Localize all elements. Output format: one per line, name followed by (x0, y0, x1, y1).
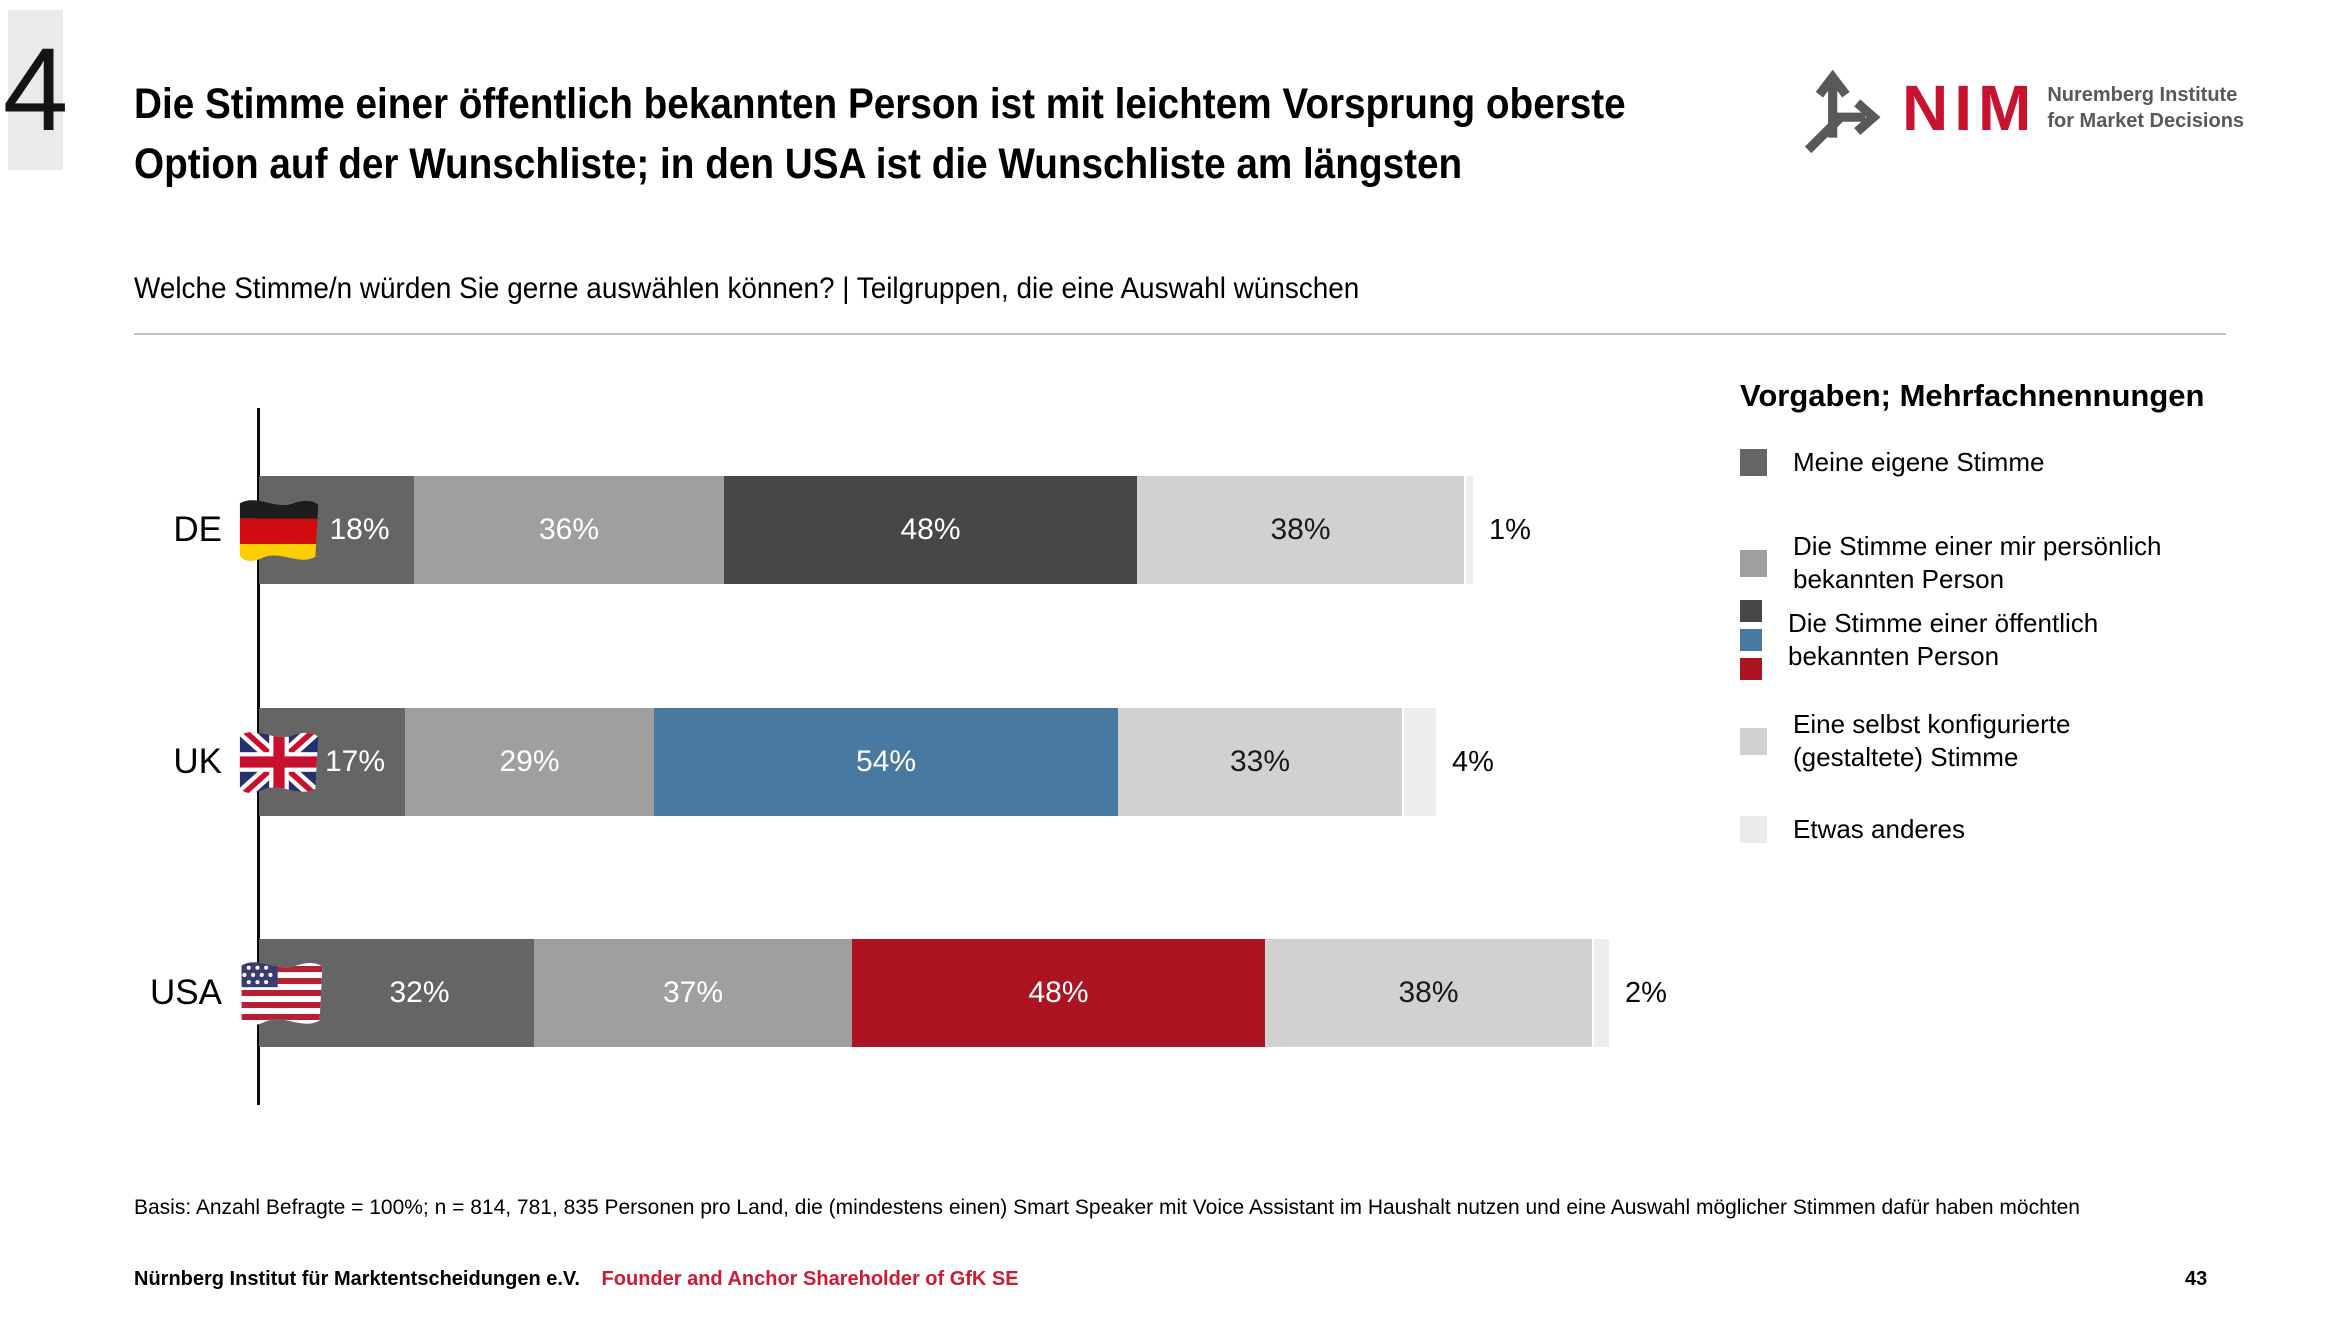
bar-segment: 48% (852, 939, 1265, 1047)
title-line-2: Option auf der Wunschliste; in den USA i… (134, 140, 1463, 188)
bar-row-usa: USA 32% 37% 48% 38% 2% (0, 939, 2338, 1047)
legend-swatch (1740, 600, 1762, 622)
bar-segment-label: 37% (662, 976, 724, 1009)
bar-segment: 38% (1137, 476, 1464, 584)
bar-segment-label: 17% (324, 745, 386, 778)
legend-item-label: Eine selbst konfigurierte (gestaltete) S… (1793, 709, 2071, 772)
stacked-bar-de: 18% 36% 48% 38% 1% (259, 476, 1531, 584)
bar-segment: 33% (1118, 708, 1402, 816)
legend-swatch (1740, 658, 1762, 680)
bar-segment-label: 18% (329, 513, 390, 546)
legend-item-label: Die Stimme einer mir persönlich bekannte… (1793, 531, 2162, 594)
bar-row-uk: UK 17% 29% 54% 33% 4% (0, 708, 2338, 816)
nim-arrows-icon (1804, 69, 1881, 154)
bar-segment-label: 32% (389, 976, 450, 1009)
nim-wordmark: NIM (1902, 72, 2038, 144)
nim-logo: NIM Nuremberg Institute for Market Decis… (1802, 62, 2244, 154)
bar-segment: 36% (414, 476, 724, 584)
bar-row-de: DE 18% 36% 48% 38% 1% (0, 476, 2338, 584)
legend-item: Die Stimme einer öffentlich bekannten Pe… (1740, 600, 2188, 680)
basis-footnote: Basis: Anzahl Befragte = 100%; n = 814, … (134, 1196, 2080, 1219)
usa-flag-icon (237, 954, 327, 1032)
uk-flag-icon (237, 724, 321, 800)
country-label-usa: USA (150, 973, 222, 1012)
bar-segment-label: 38% (1398, 976, 1459, 1009)
bar-segment (1402, 708, 1436, 816)
nim-tagline: Nuremberg Institute for Market Decisions (2047, 84, 2245, 132)
footer-shareholder-note: Founder and Anchor Shareholder of GfK SE (601, 1268, 1019, 1290)
header-divider (134, 333, 2226, 335)
legend-item: Eine selbst konfigurierte (gestaltete) S… (1740, 708, 2193, 774)
country-label-de: DE (173, 510, 222, 549)
footer-org-name: Nürnberg Institut für Marktentscheidunge… (134, 1268, 580, 1290)
legend-swatch (1740, 727, 1767, 755)
legend-swatch (1740, 549, 1767, 577)
footer: Nürnberg Institut für Marktentscheidunge… (134, 1268, 1019, 1291)
legend-item-label: Meine eigene Stimme (1793, 447, 2045, 477)
legend-title: Vorgaben; Mehrfachnennungen (1740, 378, 2205, 413)
bar-segment: 48% (724, 476, 1137, 584)
chart-question-subtitle: Welche Stimme/n würden Sie gerne auswähl… (134, 272, 1360, 305)
page-number: 43 (2185, 1268, 2208, 1290)
legend-swatch (1740, 629, 1762, 651)
country-label-uk: UK (173, 742, 222, 781)
legend-item: Etwas anderes (1740, 813, 2193, 846)
legend-swatch (1740, 816, 1767, 843)
bar-segment (1592, 939, 1609, 1047)
legend-item-label: Etwas anderes (1793, 814, 1965, 844)
bar-segment-label: 48% (1028, 976, 1089, 1009)
bar-outside-label: 2% (1625, 976, 1667, 1009)
bar-segment-label: 29% (499, 745, 560, 778)
legend-item: Meine eigene Stimme (1740, 446, 2193, 479)
bar-outside-label: 1% (1489, 513, 1531, 546)
de-flag-icon (237, 492, 321, 568)
stacked-bar-usa: 32% 37% 48% 38% 2% (259, 939, 1667, 1047)
page-title: Die Stimme einer öffentlich bekannten Pe… (134, 74, 1754, 194)
bar-segment-label: 48% (900, 513, 961, 546)
bar-segment-label: 33% (1229, 745, 1291, 778)
bar-segment-label: 38% (1270, 513, 1331, 546)
stacked-bar-uk: 17% 29% 54% 33% 4% (259, 708, 1494, 816)
legend-item: Die Stimme einer mir persönlich bekannte… (1740, 530, 2193, 596)
bar-segment: 37% (534, 939, 852, 1047)
bar-segment: 38% (1265, 939, 1592, 1047)
bar-segment: 54% (654, 708, 1118, 816)
legend-swatch (1740, 449, 1767, 476)
bar-segment (1464, 476, 1473, 584)
bar-segment-label: 36% (538, 513, 600, 546)
slide-number: 4 (2, 24, 69, 156)
title-line-1: Die Stimme einer öffentlich bekannten Pe… (134, 80, 1626, 128)
bar-segment: 29% (405, 708, 654, 816)
chart-legend: Vorgaben; Mehrfachnennungen Meine eigene… (1740, 378, 2280, 844)
bar-outside-label: 4% (1452, 745, 1494, 778)
legend-item-label: Die Stimme einer öffentlich bekannten Pe… (1788, 608, 2099, 671)
bar-segment-label: 54% (855, 745, 917, 778)
slide-number-box: 4 (3, 10, 68, 170)
